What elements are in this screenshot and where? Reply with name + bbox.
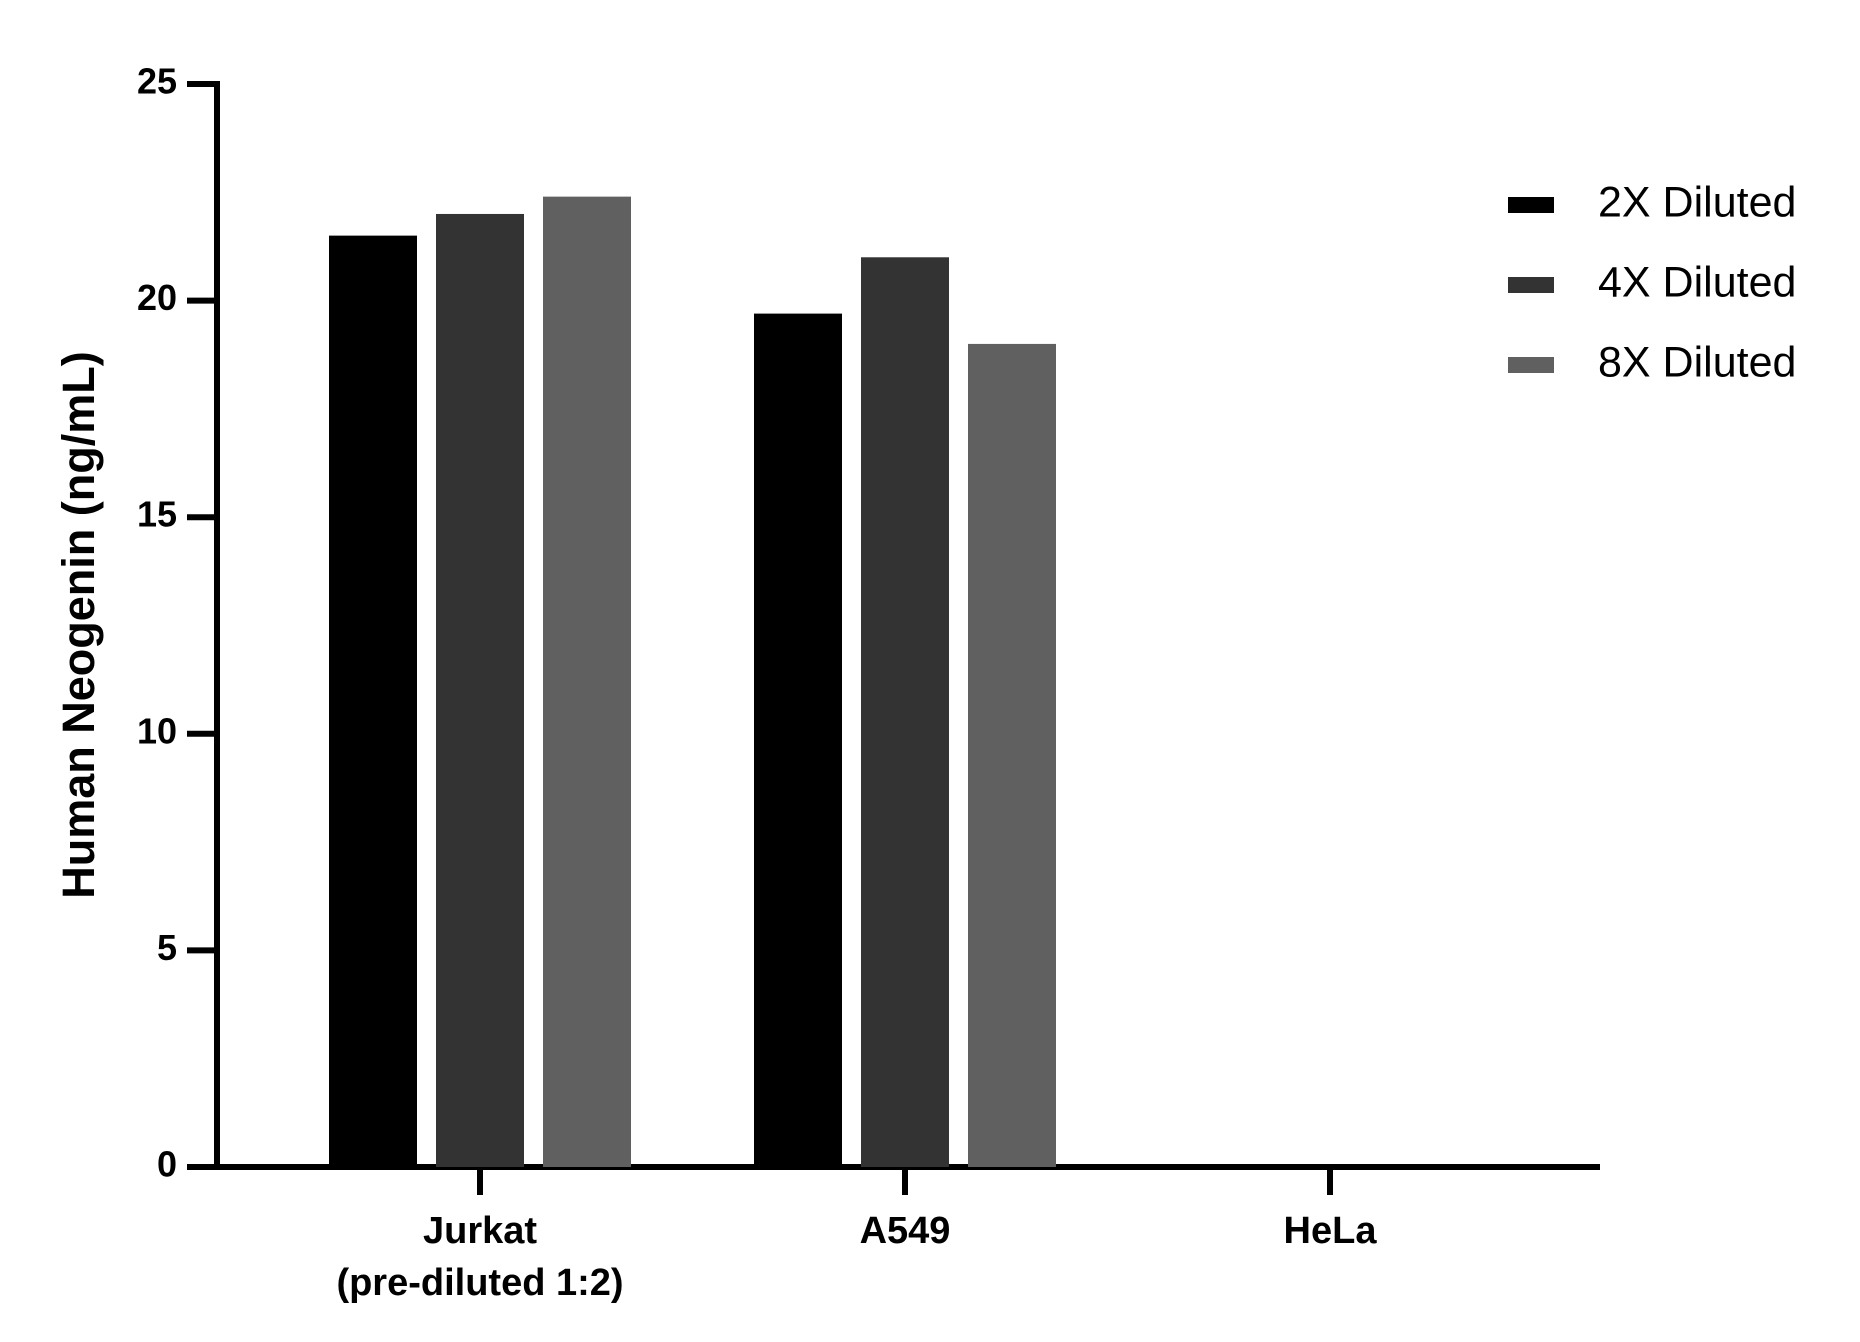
- bar: [754, 313, 842, 1167]
- y-axis-title: Human Neogenin (ng/mL): [53, 351, 104, 898]
- y-tick-label: 0: [157, 1144, 177, 1185]
- y-tick-label: 20: [137, 277, 177, 318]
- bar: [329, 235, 417, 1167]
- legend-label: 4X Diluted: [1598, 258, 1796, 306]
- y-tick-label: 25: [137, 61, 177, 102]
- bar: [861, 257, 949, 1167]
- x-tick-label: Jurkat (pre-diluted 1:2): [336, 1210, 624, 1304]
- legend-swatch: [1508, 357, 1554, 373]
- x-tick-label: HeLa: [1283, 1210, 1377, 1252]
- y-tick-label: 10: [137, 710, 177, 751]
- x-tick-label: A549: [859, 1210, 951, 1252]
- legend-label: 2X Diluted: [1598, 178, 1796, 226]
- y-tick-label: 5: [157, 927, 177, 968]
- legend-swatch: [1508, 197, 1554, 213]
- bar: [968, 343, 1056, 1167]
- legend-label: 8X Diluted: [1598, 338, 1796, 386]
- bar: [436, 213, 524, 1167]
- bar: [543, 196, 631, 1167]
- legend-swatch: [1508, 277, 1554, 293]
- y-tick-label: 15: [137, 494, 177, 535]
